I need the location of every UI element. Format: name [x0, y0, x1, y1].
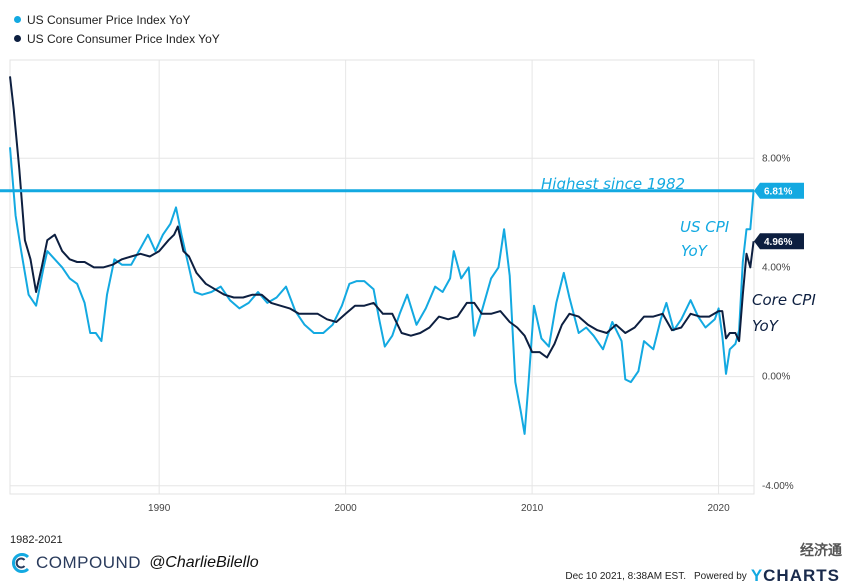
tick-labels: 8.00% 4.00% 0.00% -4.00% 1990 2000 2010 2020: [148, 153, 794, 514]
cpi-annotation-line1: US CPI: [680, 218, 730, 236]
grid: [10, 60, 754, 494]
ycharts-logo[interactable]: YCHARTS: [751, 566, 840, 586]
legend-item-cpi[interactable]: US Consumer Price Index YoY: [14, 10, 220, 29]
cpi-annotation-line2: YoY: [681, 242, 709, 260]
watermark: 经济通: [800, 542, 842, 558]
legend-dot-core: [14, 35, 21, 42]
author-handle: @CharlieBilello: [149, 554, 259, 571]
cpi-value-badge-shape: [754, 182, 804, 199]
core-annotation-line1: Core CPI: [752, 291, 816, 309]
footer-credits: Dec 10 2021, 8:38AM EST. Powered by YCHA…: [565, 566, 840, 586]
y-tick-label: -4.00%: [762, 481, 794, 492]
value-badges: 6.81% 4.96%: [754, 182, 804, 250]
legend-label-core: US Core Consumer Price Index YoY: [27, 31, 220, 46]
brand-name: COMPOUND: [36, 553, 142, 572]
powered-by-label: Powered by: [694, 570, 747, 582]
core-cpi-series-line: [9, 76, 755, 359]
compound-brand: COMPOUND @CharlieBilello: [10, 552, 259, 574]
series-lines: [0, 76, 755, 435]
y-tick-label: 4.00%: [762, 262, 790, 273]
x-tick-label: 2010: [521, 503, 544, 514]
x-tick-label: 2000: [335, 503, 358, 514]
y-tick-label: 0.00%: [762, 372, 790, 383]
legend-item-core[interactable]: US Core Consumer Price Index YoY: [14, 29, 220, 48]
plot-frame: [9, 59, 755, 495]
core-annotation-line2: YoY: [752, 317, 780, 335]
cpi-series-line: [9, 147, 755, 435]
legend-label-cpi: US Consumer Price Index YoY: [27, 12, 191, 27]
ycharts-logo-y: Y: [750, 566, 764, 585]
core-value-badge-label: 4.96%: [764, 237, 792, 248]
highest-annotation: Highest since 1982: [541, 175, 685, 193]
cpi-value-badge-label: 6.81%: [764, 187, 792, 198]
x-tick-label: 1990: [148, 503, 171, 514]
timestamp: Dec 10 2021, 8:38AM EST.: [565, 570, 686, 582]
legend-dot-cpi: [14, 16, 21, 23]
ycharts-logo-rest: CHARTS: [763, 566, 840, 585]
core-value-badge-shape: [754, 233, 804, 250]
legend: US Consumer Price Index YoY US Core Cons…: [14, 10, 220, 48]
x-tick-label: 2020: [707, 503, 730, 514]
date-range: 1982-2021: [10, 534, 63, 546]
compound-logo-icon: [12, 553, 30, 573]
y-tick-label: 8.00%: [762, 153, 790, 164]
